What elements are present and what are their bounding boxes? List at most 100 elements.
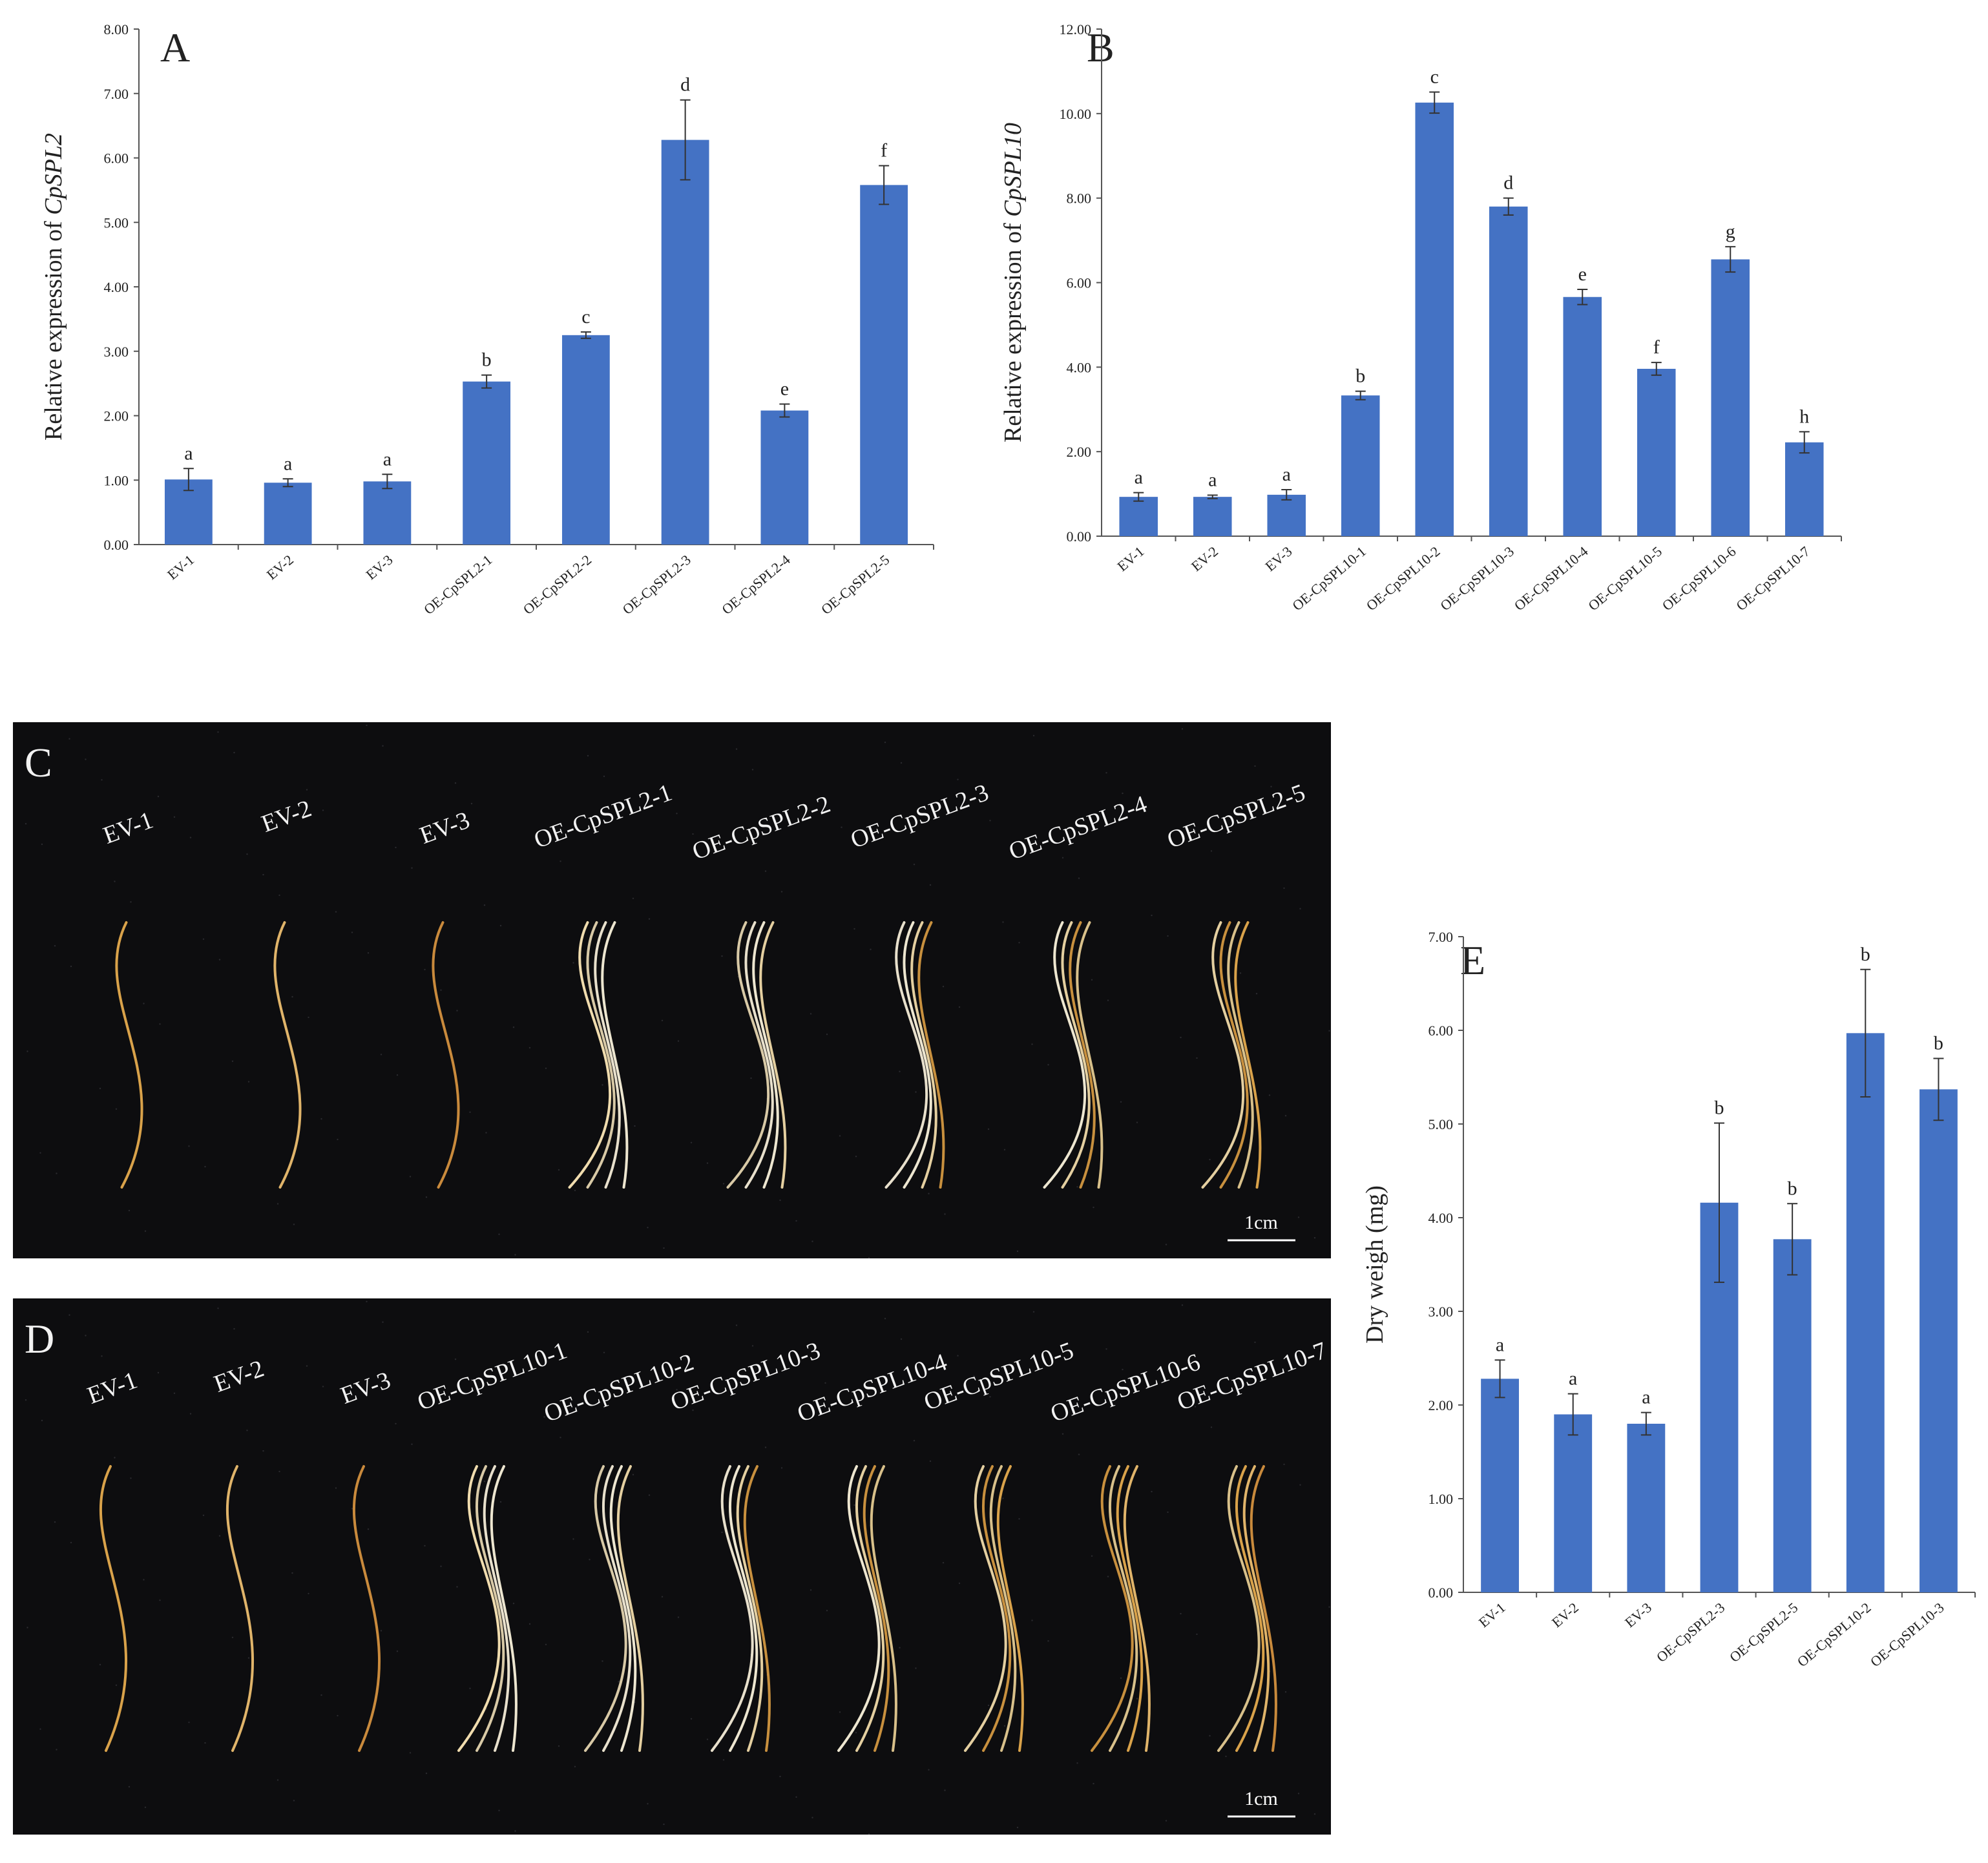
- speckle: [989, 1396, 991, 1398]
- root-strand: [225, 1465, 255, 1752]
- root-strand: [917, 921, 945, 1189]
- speckle: [824, 1382, 826, 1384]
- significance-letter: d: [1503, 172, 1513, 194]
- speckle: [1016, 1250, 1019, 1253]
- speckle: [1002, 1497, 1004, 1499]
- speckle: [425, 1773, 428, 1775]
- speckle: [1284, 1691, 1287, 1693]
- root-strand: [432, 921, 460, 1189]
- speckle: [1076, 1186, 1078, 1188]
- y-tick-label: 12.00: [1060, 21, 1092, 37]
- bar: [1267, 494, 1306, 536]
- root-strand: [273, 921, 302, 1189]
- speckle: [987, 1128, 990, 1130]
- root-strand: [594, 921, 621, 1189]
- speckle: [661, 1596, 664, 1598]
- speckle: [1194, 829, 1197, 831]
- y-tick-label: 4.00: [104, 279, 129, 295]
- x-tick-label: OE-CpSPL2-5: [1726, 1599, 1801, 1665]
- speckle: [780, 1467, 783, 1469]
- speckle: [958, 1582, 961, 1585]
- speckle: [130, 901, 132, 903]
- y-tick-label: 6.00: [104, 151, 129, 167]
- speckle: [217, 1307, 219, 1309]
- speckle: [277, 1203, 279, 1205]
- significance-letter: e: [780, 379, 789, 400]
- speckle: [454, 1358, 457, 1360]
- root-strand: [1219, 921, 1249, 1189]
- speckle: [189, 1413, 192, 1415]
- speckle: [498, 1809, 500, 1811]
- speckle: [928, 1192, 930, 1194]
- speckle: [99, 1087, 101, 1090]
- bar: [860, 185, 908, 545]
- speckle: [545, 1643, 547, 1645]
- speckle: [676, 813, 678, 815]
- speckle: [603, 775, 605, 777]
- speckle: [987, 1704, 990, 1707]
- x-tick-label: OE-CpSPL10-3: [1867, 1599, 1947, 1670]
- speckle: [958, 1006, 961, 1008]
- root-strand: [1250, 1465, 1277, 1752]
- speckle: [1194, 1406, 1197, 1408]
- y-tick-label: 5.00: [1428, 1116, 1454, 1132]
- speckle: [528, 1623, 531, 1625]
- speckle: [915, 1667, 917, 1669]
- speckle: [409, 1176, 412, 1178]
- bar: [1846, 1033, 1885, 1592]
- speckle: [409, 1752, 412, 1754]
- speckle: [1107, 1576, 1109, 1577]
- speckle: [826, 1610, 828, 1612]
- speckle: [335, 911, 337, 913]
- speckle: [204, 1742, 206, 1744]
- speckle: [456, 1010, 458, 1012]
- speckle: [913, 1440, 916, 1442]
- y-tick-label: 0.00: [1428, 1585, 1454, 1601]
- root-strand: [1076, 921, 1104, 1189]
- speckle: [262, 1450, 264, 1452]
- significance-letter: a: [1135, 467, 1143, 488]
- x-tick-label: OE-CpSPL10-2: [1794, 1599, 1874, 1670]
- speckle: [367, 952, 370, 954]
- speckle: [721, 1531, 723, 1534]
- speckle: [1003, 1725, 1006, 1727]
- chart-panel-a: A 0.00 1.00 2.00 3.00 4.00 5.00 6.00 7.00 8.00 Rel…: [40, 21, 934, 618]
- speckle: [989, 820, 991, 822]
- speckle: [499, 1501, 502, 1503]
- bar: [1415, 102, 1454, 536]
- speckle: [454, 782, 457, 784]
- root-strand: [1201, 921, 1245, 1189]
- speckle: [218, 959, 221, 961]
- bar: [1554, 1414, 1593, 1592]
- speckle: [514, 1830, 516, 1832]
- speckle: [293, 1800, 295, 1802]
- chart-panel-b: B 0.00 2.00 4.00 6.00 8.00 10.00 12.00 Relative …: [999, 21, 1842, 614]
- speckle: [899, 1070, 901, 1072]
- root-strand: [743, 1465, 771, 1752]
- speckle: [574, 1189, 576, 1191]
- speckle: [706, 1162, 709, 1164]
- speckle: [351, 932, 353, 933]
- speckle: [811, 1240, 813, 1242]
- speckle: [485, 1132, 487, 1134]
- speckle: [308, 1592, 309, 1595]
- speckle: [469, 1687, 471, 1689]
- speckle: [173, 1392, 176, 1394]
- root-strand: [1123, 1465, 1151, 1752]
- root-strand: [728, 1465, 759, 1752]
- speckle: [764, 870, 767, 872]
- speckle: [900, 1338, 903, 1340]
- speckle: [663, 1247, 665, 1249]
- speckle: [1270, 786, 1272, 787]
- speckle: [1313, 1813, 1316, 1815]
- bar: [561, 335, 610, 545]
- speckle: [25, 823, 27, 825]
- bar: [1920, 1089, 1958, 1592]
- y-tick-label: 6.00: [1428, 1023, 1454, 1039]
- speckle: [99, 1663, 101, 1666]
- speckle: [692, 1409, 694, 1411]
- speckle: [320, 1694, 322, 1696]
- speckle: [1209, 1158, 1211, 1161]
- speckle: [68, 738, 70, 740]
- speckle: [246, 853, 248, 855]
